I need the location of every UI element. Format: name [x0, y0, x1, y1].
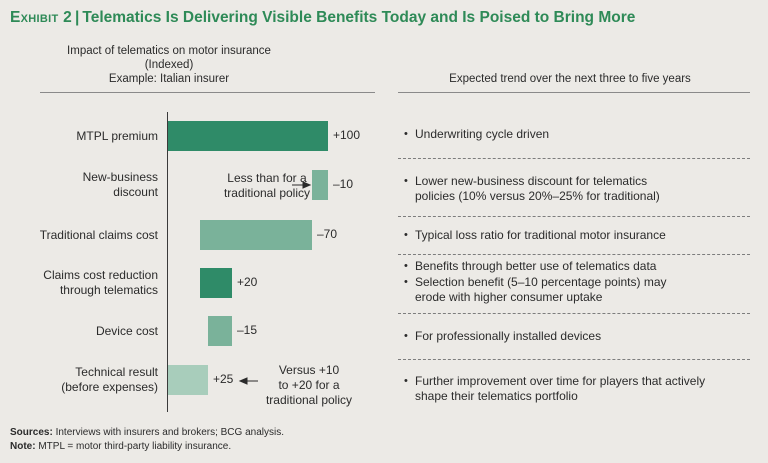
- category-label-claims-cost-reduction: Claims cost reduction through telematics: [43, 268, 158, 297]
- left-panel-header: Impact of telematics on motor insurance …: [44, 44, 294, 86]
- technical-annotation-line1: Versus +10: [278, 363, 340, 377]
- bullet-technical-line2: shape their telematics portfolio: [415, 389, 578, 403]
- bar-claims-cost-reduction: [200, 268, 232, 298]
- bullet-claims-cost-line1: Typical loss ratio for traditional motor…: [415, 228, 666, 242]
- exhibit-number: Exhibit 2: [10, 9, 73, 26]
- bar-traditional-claims-cost: [200, 220, 312, 250]
- bullet-claims-cost: Typical loss ratio for traditional motor…: [404, 228, 765, 243]
- title-text: Telematics Is Delivering Visible Benefit…: [82, 9, 636, 26]
- bullet-new-business: Lower new-business discount for telemati…: [404, 174, 765, 204]
- arrow-head-technical: [238, 377, 248, 385]
- new-business-annotation-line1: Less than for a: [227, 171, 307, 185]
- category-label-device-cost: Device cost: [95, 323, 158, 338]
- row-divider-1: [398, 158, 750, 159]
- bullet-new-business-line2: policies (10% versus 20%–25% for traditi…: [415, 189, 660, 203]
- bullet-telematics-data: Benefits through better use of telematic…: [404, 259, 765, 274]
- note-label: Note:: [10, 441, 36, 452]
- new-business-annotation: Less than for a traditional policy: [212, 171, 322, 201]
- exhibit-title: Exhibit 2 | Telematics Is Delivering Visib…: [10, 9, 635, 27]
- category-label-traditional-claims-cost: Traditional claims cost: [39, 227, 158, 242]
- row-divider-4: [398, 313, 750, 314]
- row-divider-3: [398, 254, 750, 255]
- technical-result-annotation: Versus +10 to +20 for a traditional poli…: [254, 363, 364, 408]
- value-label-mtpl-premium: +100: [333, 128, 361, 142]
- left-header-line3: Example: Italian insurer: [108, 73, 230, 85]
- title-separator: |: [75, 9, 80, 26]
- right-header-rule: [398, 92, 750, 93]
- sources-label: Sources:: [10, 427, 53, 438]
- note-text: MTPL = motor third-party liability insur…: [35, 441, 232, 452]
- right-panel-header: Expected trend over the next three to fi…: [449, 73, 691, 85]
- arrow-head-discount: [302, 181, 312, 189]
- category-label-mtpl-premium: MTPL premium: [76, 128, 158, 143]
- bar-new-business-discount: [312, 170, 328, 200]
- left-header-line1: Impact of telematics on motor insurance: [67, 45, 271, 57]
- new-business-annotation-line2: traditional policy: [223, 186, 311, 200]
- value-label-traditional-claims-cost: –70: [317, 227, 338, 241]
- bullet-selection-line2: erode with higher consumer uptake: [415, 290, 603, 304]
- bar-technical-result: [168, 365, 208, 395]
- bullet-device-cost: For professionally installed devices: [404, 329, 765, 344]
- value-label-device-cost: –15: [237, 323, 258, 337]
- technical-annotation-line2: to +20 for a: [278, 378, 340, 392]
- value-label-new-business-discount: –10: [333, 177, 354, 191]
- technical-annotation-line3: traditional policy: [265, 393, 353, 407]
- bullet-premium-line1: Underwriting cycle driven: [415, 127, 550, 141]
- left-header-line2: (Indexed): [144, 59, 194, 71]
- bullet-technical-result: Further improvement over time for player…: [404, 374, 765, 404]
- bullet-premium: Underwriting cycle driven: [404, 127, 765, 142]
- bullet-selection-line1: Selection benefit (5–10 percentage point…: [415, 275, 667, 289]
- bullet-device-line1: For professionally installed devices: [415, 329, 602, 343]
- bullet-technical-line1: Further improvement over time for player…: [415, 374, 706, 388]
- row-divider-2: [398, 216, 750, 217]
- value-label-claims-cost-reduction: +20: [237, 275, 258, 289]
- sources-text: Interviews with insurers and brokers; BC…: [52, 427, 284, 438]
- category-label-technical-result: Technical result (before expenses): [61, 365, 158, 394]
- sources-footnote: Sources: Interviews with insurers and br…: [10, 427, 284, 438]
- bar-device-cost: [208, 316, 232, 346]
- value-label-technical-result: +25: [213, 372, 234, 386]
- bullet-selection-benefit: Selection benefit (5–10 percentage point…: [404, 275, 765, 305]
- bar-mtpl-premium: [168, 121, 328, 151]
- bullet-telematics-data-line1: Benefits through better use of telematic…: [415, 259, 657, 273]
- chart-baseline-axis: [167, 112, 168, 412]
- bullet-new-business-line1: Lower new-business discount for telemati…: [415, 174, 648, 188]
- row-divider-5: [398, 359, 750, 360]
- note-footnote: Note: MTPL = motor third-party liability…: [10, 441, 231, 452]
- left-header-rule: [40, 92, 375, 93]
- category-label-new-business-discount: New-business discount: [82, 170, 158, 199]
